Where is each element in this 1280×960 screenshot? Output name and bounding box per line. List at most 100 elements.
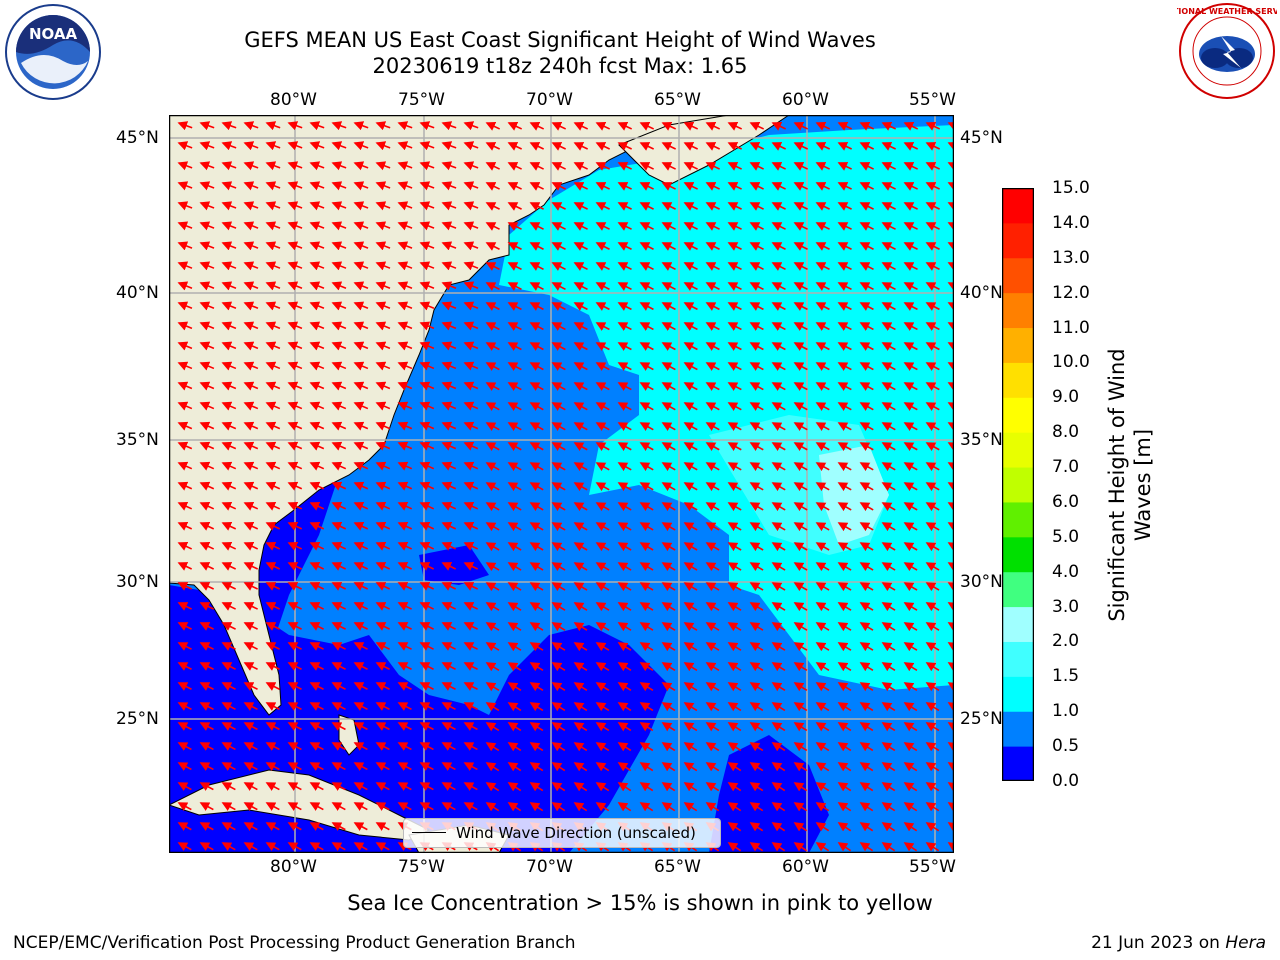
wave-direction-arrow: [309, 501, 325, 511]
wave-direction-arrow: [749, 142, 764, 151]
wave-direction-arrow: [243, 361, 259, 371]
wave-direction-arrow: [331, 201, 347, 211]
wave-direction-arrow: [683, 562, 698, 572]
wave-direction-arrow: [353, 401, 369, 411]
wave-direction-arrow: [177, 341, 193, 351]
wave-direction-arrow: [397, 562, 413, 571]
wave-direction-arrow: [375, 261, 391, 271]
wave-direction-arrow: [859, 362, 874, 371]
wave-direction-arrow: [705, 242, 720, 251]
wave-direction-arrow: [881, 222, 896, 231]
sea-ice-note: Sea Ice Concentration > 15% is shown in …: [347, 891, 933, 915]
colorbar-tick-label: 1.0: [1052, 701, 1080, 722]
colorbar-segment: [1002, 292, 1034, 329]
wave-direction-arrow: [309, 441, 325, 451]
wave-direction-arrow: [705, 322, 720, 331]
wave-direction-arrow: [529, 362, 544, 371]
wave-direction-arrow: [705, 122, 721, 131]
wave-direction-arrow: [221, 381, 237, 391]
wave-direction-arrow: [199, 201, 215, 211]
wave-direction-arrow: [419, 121, 435, 131]
wave-direction-arrow: [683, 582, 698, 592]
wave-direction-arrow: [243, 321, 259, 331]
wave-direction-arrow: [837, 602, 852, 612]
wave-direction-arrow: [507, 242, 522, 251]
wave-direction-arrow: [793, 562, 808, 572]
wave-direction-arrow: [595, 402, 610, 412]
lon-label-bottom-70w: 70°W: [526, 857, 573, 877]
wave-direction-arrow: [287, 301, 303, 311]
wave-direction-arrow: [683, 462, 698, 472]
wave-direction-arrow: [661, 542, 676, 552]
map-legend: Wind Wave Direction (unscaled): [403, 818, 721, 848]
wave-direction-arrow: [177, 281, 193, 291]
wave-direction-arrow: [463, 622, 478, 631]
wave-direction-arrow: [749, 282, 764, 291]
wave-direction-arrow: [771, 642, 786, 652]
wave-direction-arrow: [859, 142, 874, 151]
wave-direction-arrow: [551, 382, 566, 392]
wave-direction-arrow: [353, 582, 368, 591]
wave-direction-arrow: [815, 362, 830, 371]
wave-direction-arrow: [573, 202, 588, 211]
wave-direction-arrow: [221, 521, 237, 531]
wave-direction-arrow: [947, 442, 954, 452]
wave-direction-arrow: [419, 642, 434, 651]
wave-direction-arrow: [221, 562, 237, 571]
wave-direction-arrow: [683, 262, 698, 271]
wave-direction-arrow: [639, 322, 654, 331]
wave-direction-arrow: [727, 162, 742, 171]
wave-direction-arrow: [331, 562, 347, 571]
wave-direction-arrow: [661, 662, 676, 672]
wave-direction-arrow: [925, 262, 940, 271]
wave-direction-arrow: [419, 481, 435, 491]
wave-direction-arrow: [243, 481, 259, 491]
wave-direction-arrow: [749, 122, 765, 131]
wave-direction-arrow: [639, 602, 654, 612]
wave-direction-arrow: [793, 342, 808, 351]
wave-direction-arrow: [815, 582, 830, 592]
wave-direction-arrow: [925, 442, 940, 452]
wave-direction-arrow: [507, 462, 522, 472]
wave-direction-arrow: [683, 542, 698, 552]
wave-direction-arrow: [221, 582, 236, 591]
wave-direction-arrow: [859, 462, 874, 472]
wave-direction-arrow: [177, 622, 192, 631]
noaa-logo-text: NOAA: [29, 25, 78, 43]
wave-direction-arrow: [705, 182, 720, 191]
wave-direction-arrow: [925, 502, 940, 512]
wave-direction-arrow: [749, 302, 764, 311]
wave-direction-arrow: [441, 461, 457, 471]
wave-direction-arrow: [837, 302, 852, 311]
wave-direction-arrow: [243, 461, 259, 471]
wave-direction-arrow: [441, 662, 456, 671]
wave-direction-arrow: [793, 642, 808, 652]
wave-direction-arrow: [243, 281, 259, 291]
wave-direction-arrow: [551, 182, 566, 191]
wave-direction-arrow: [309, 582, 324, 591]
wave-direction-arrow: [727, 282, 742, 291]
wave-direction-arrow: [705, 502, 720, 512]
wave-direction-arrow: [661, 302, 676, 311]
wave-direction-arrow: [749, 222, 764, 231]
wave-direction-arrow: [353, 481, 369, 491]
wave-direction-arrow: [441, 542, 457, 551]
wave-direction-arrow: [705, 582, 720, 592]
wave-direction-arrow: [639, 522, 654, 532]
wave-direction-arrow: [793, 522, 808, 532]
wave-direction-arrow: [441, 181, 457, 191]
wave-direction-arrow: [771, 502, 786, 512]
lat-label-left-30n: 30°N: [116, 572, 159, 592]
wave-direction-arrow: [221, 161, 237, 171]
wave-direction-arrow: [903, 542, 918, 552]
wave-direction-arrow: [639, 562, 654, 572]
wave-direction-arrow: [199, 241, 215, 251]
wave-direction-arrow: [595, 142, 610, 151]
wave-direction-arrow: [243, 562, 259, 571]
wave-direction-arrow: [925, 362, 940, 371]
wave-direction-arrow: [771, 302, 786, 311]
wave-direction-arrow: [287, 261, 303, 271]
wave-direction-arrow: [397, 521, 413, 531]
wave-direction-arrow: [881, 502, 896, 512]
colorbar-label-line2: Waves [m]: [1131, 428, 1155, 542]
